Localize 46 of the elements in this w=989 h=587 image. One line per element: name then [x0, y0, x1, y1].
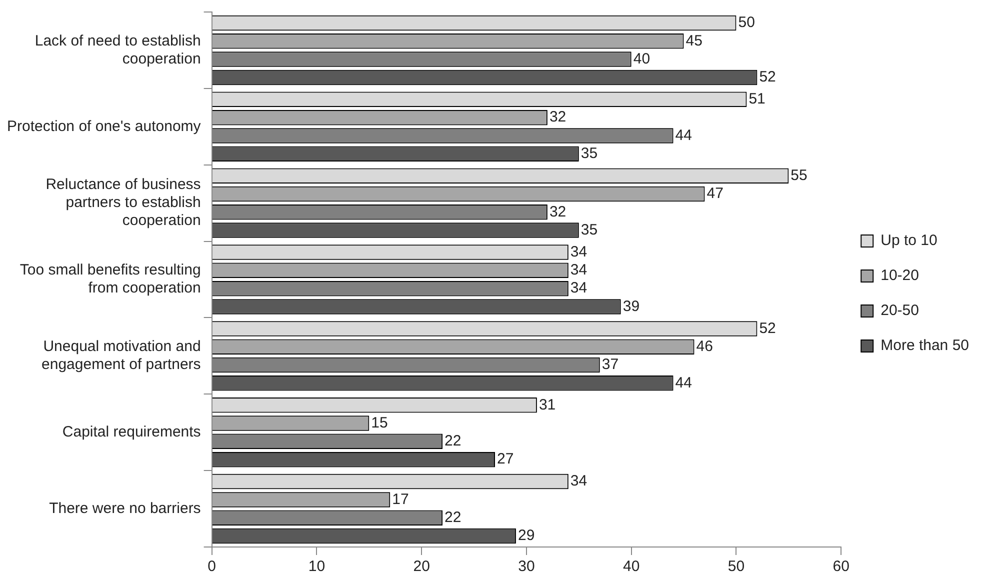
y-tick-label: Protection of one's autonomy: [6, 118, 202, 135]
legend-label: 10-20: [880, 267, 919, 284]
data-label: 55: [790, 166, 808, 184]
y-tick-label: Capital requirements: [62, 424, 201, 440]
data-label: 40: [633, 50, 650, 68]
y-tick-label: Reluctance of business partners to establish cooperation: [46, 176, 201, 230]
x-tick-label: 40: [623, 558, 640, 576]
data-label: 27: [496, 450, 514, 468]
data-label: 17: [392, 490, 409, 508]
x-tick-label: 30: [518, 558, 535, 576]
data-label: 44: [675, 374, 692, 392]
data-label: 34: [570, 243, 588, 260]
data-label: 44: [675, 126, 692, 144]
data-label: 32: [549, 108, 566, 126]
data-label: 34: [570, 472, 588, 490]
y-tick-label: There were no barriers: [49, 500, 201, 517]
x-tick-label: 0: [208, 558, 216, 576]
y-tick-label: Lack of need to establish cooperation: [34, 32, 201, 68]
data-label: 52: [759, 320, 776, 337]
data-label: 52: [759, 68, 776, 86]
data-label: 31: [538, 396, 556, 414]
data-label: 35: [580, 221, 598, 238]
data-label: 51: [748, 90, 766, 108]
data-label: 22: [444, 432, 462, 450]
data-label: 46: [696, 338, 713, 355]
x-tick-label: 60: [832, 558, 850, 576]
data-label: 37: [602, 356, 619, 374]
data-label: 47: [706, 185, 724, 202]
data-label: 22: [444, 509, 462, 526]
x-tick-label: 20: [413, 558, 430, 576]
data-label: 35: [580, 145, 598, 162]
x-tick-label: 50: [728, 558, 745, 576]
y-tick-label: Unequal motivation and engagement of partners: [42, 338, 201, 374]
legend-label: More than 50: [880, 337, 969, 354]
data-label: 32: [549, 203, 566, 220]
data-label: 50: [738, 14, 755, 32]
data-label: 45: [686, 32, 702, 50]
data-label: 39: [622, 298, 640, 315]
legend-label: Up to 10: [880, 232, 938, 250]
legend-label: 20-50: [880, 302, 919, 320]
data-label: 29: [518, 527, 535, 544]
y-tick-label: Too small benefits resulting from cooperation: [20, 262, 201, 297]
x-tick-label: 10: [308, 558, 326, 576]
data-label: 15: [371, 414, 388, 432]
data-label: 34: [570, 262, 588, 279]
data-label: 34: [570, 280, 588, 297]
